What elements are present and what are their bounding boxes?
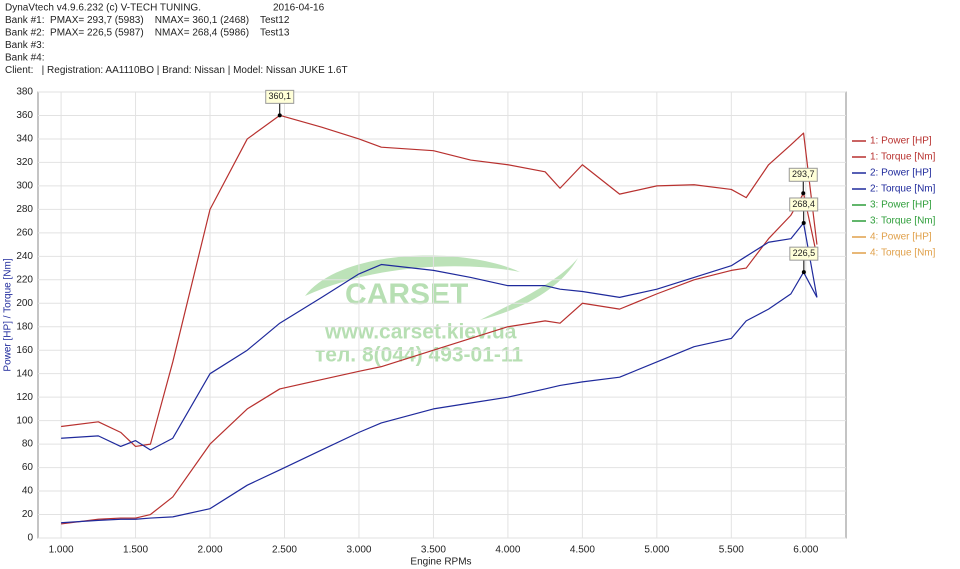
bank-3: Bank #3:: [5, 40, 44, 51]
data-line: [61, 114, 818, 448]
annotation-label: 268,4: [792, 199, 815, 209]
annotation-point: [801, 270, 806, 275]
y-tick-label: 280: [16, 204, 33, 215]
data-line: [61, 222, 818, 451]
bank-2: Bank #2: PMAX= 226,5 (5987) NMAX= 268,4 …: [5, 28, 290, 39]
y-tick-label: 200: [16, 298, 33, 309]
y-tick-label: 220: [16, 274, 33, 285]
y-tick-label: 0: [27, 533, 33, 544]
y-tick-label: 40: [22, 486, 34, 497]
x-tick-label: 5.500: [719, 545, 744, 556]
y-tick-label: 340: [16, 134, 33, 145]
y-tick-label: 120: [16, 392, 33, 403]
legend-label: 2: Power [HP]: [870, 168, 932, 179]
bank-4: Bank #4:: [5, 53, 44, 64]
y-tick-label: 140: [16, 368, 33, 379]
annotation-label: 226,5: [793, 248, 816, 258]
x-tick-label: 3.500: [421, 545, 446, 556]
data-line: [61, 271, 818, 524]
y-tick-label: 100: [16, 415, 33, 426]
legend-label: 4: Power [HP]: [870, 232, 932, 243]
y-axis-label: Power [HP] / Torque [Nm]: [3, 258, 14, 371]
annotation-box: [788, 167, 818, 182]
client: Client: | Registration: AA1110BO | Brand…: [5, 65, 348, 76]
annotation-box: [265, 89, 295, 104]
legend-label: 1: Torque [Nm]: [870, 152, 936, 163]
y-tick-label: 20: [22, 509, 34, 520]
annotation-box: [789, 246, 819, 261]
legend-label: 3: Torque [Nm]: [870, 216, 936, 227]
x-axis-label: Engine RPMs: [410, 557, 471, 568]
y-tick-label: 360: [16, 110, 33, 121]
y-tick-label: 300: [16, 181, 33, 192]
annotation-point: [277, 113, 282, 118]
y-tick-label: 160: [16, 345, 33, 356]
y-tick-label: 80: [22, 439, 34, 450]
data-line: [61, 192, 818, 525]
annotation-point: [801, 191, 806, 196]
x-tick-label: 1.000: [49, 545, 74, 556]
y-tick-label: 240: [16, 251, 33, 262]
bank-1: Bank #1: PMAX= 293,7 (5983) NMAX= 360,1 …: [5, 15, 290, 26]
legend-label: 4: Torque [Nm]: [870, 248, 936, 259]
x-tick-label: 2.500: [272, 545, 297, 556]
x-tick-label: 4.500: [570, 545, 595, 556]
y-tick-label: 180: [16, 321, 33, 332]
x-tick-label: 3.000: [346, 545, 371, 556]
annotation-point: [801, 220, 806, 225]
x-tick-label: 2.000: [198, 545, 223, 556]
watermark-brand: CARSET: [345, 278, 468, 311]
legend-label: 1: Power [HP]: [870, 136, 932, 147]
software: DynaVtech v4.9.6.232 (c) V-TECH TUNING.: [5, 3, 201, 14]
legend-label: 3: Power [HP]: [870, 200, 932, 211]
date: 2016-04-16: [273, 3, 325, 14]
annotation-label: 293,7: [792, 169, 815, 179]
annotation-box: [789, 197, 819, 212]
annotation-label: 360,1: [268, 91, 291, 101]
y-tick-label: 380: [16, 87, 33, 98]
x-tick-label: 4.000: [495, 545, 520, 556]
y-tick-label: 320: [16, 157, 33, 168]
x-tick-label: 6.000: [793, 545, 818, 556]
y-tick-label: 60: [22, 462, 34, 473]
x-tick-label: 1.500: [123, 545, 148, 556]
watermark-url: www.carset.kiev.ua: [324, 321, 517, 344]
x-tick-label: 5.000: [644, 545, 669, 556]
plot-area: [37, 91, 847, 539]
y-tick-label: 260: [16, 227, 33, 238]
legend-label: 2: Torque [Nm]: [870, 184, 936, 195]
